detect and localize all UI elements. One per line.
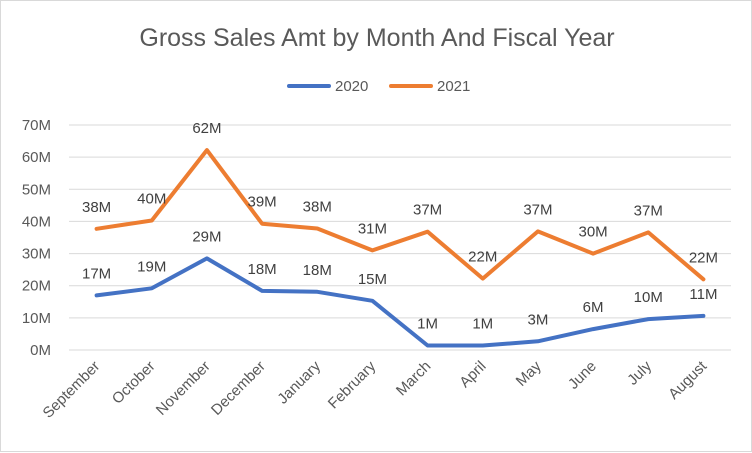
x-tick-label: November: [153, 358, 214, 419]
data-label-2021: 39M: [247, 194, 276, 211]
data-label-2020: 15M: [358, 271, 387, 288]
data-label-2021: 37M: [523, 201, 552, 218]
legend-label-2020: 2020: [335, 78, 368, 95]
data-point-2021: [151, 219, 153, 221]
x-tick-label: December: [208, 358, 269, 419]
data-label-2020: 1M: [472, 316, 493, 333]
data-label-2021: 62M: [192, 120, 221, 137]
data-point-2021: [482, 278, 484, 280]
data-point-2021: [206, 149, 208, 151]
data-point-2020: [151, 287, 153, 289]
x-tick-label: June: [565, 358, 600, 393]
data-label-2021: 38M: [303, 199, 332, 216]
data-point-2020: [537, 340, 539, 342]
data-label-2020: 18M: [247, 261, 276, 278]
x-tick-label: September: [40, 358, 104, 422]
data-label-2021: 30M: [578, 224, 607, 241]
series-lines: [94, 148, 706, 348]
data-label-2020: 17M: [82, 265, 111, 282]
data-point-2021: [371, 249, 373, 251]
data-point-2021: [427, 231, 429, 233]
data-label-2021: 31M: [358, 220, 387, 237]
data-point-2020: [427, 345, 429, 346]
data-point-2020: [371, 300, 373, 302]
y-tick-label: 0M: [30, 342, 51, 359]
data-label-2020: 1M: [417, 316, 438, 333]
y-tick-label: 40M: [22, 213, 51, 230]
data-point-2020: [316, 291, 318, 293]
legend-label-2021: 2021: [437, 78, 470, 95]
y-tick-label: 30M: [22, 246, 51, 263]
data-point-2020: [592, 328, 594, 330]
y-tick-label: 60M: [22, 149, 51, 166]
x-tick-label: August: [665, 357, 711, 403]
data-point-2020: [261, 290, 263, 292]
data-label-2020: 10M: [634, 289, 663, 306]
series-line-2020: [94, 256, 706, 348]
data-point-2021: [592, 253, 594, 255]
data-label-2021: 37M: [634, 202, 663, 219]
x-tick-label: March: [393, 358, 434, 399]
series-line-2021: [94, 148, 706, 282]
data-label-2021: 22M: [689, 249, 718, 266]
data-label-2020: 18M: [303, 262, 332, 279]
y-tick-label: 10M: [22, 310, 51, 327]
data-point-2021: [647, 231, 649, 233]
data-label-2020: 6M: [583, 299, 604, 316]
data-label-2021: 40M: [137, 190, 166, 207]
chart-title: Gross Sales Amt by Month And Fiscal Year: [139, 24, 614, 52]
data-point-2020: [647, 318, 649, 320]
data-point-2020: [482, 345, 484, 346]
data-labels: 17M 19M 29M 18M 18M 15M 1M 1M 3M 6M 10M 11M 38M 40M 62…: [82, 120, 718, 332]
x-tick-label: January: [274, 357, 324, 407]
data-point-2021: [537, 230, 539, 232]
data-label-2021: 38M: [82, 199, 111, 216]
x-tick-label: April: [456, 358, 489, 391]
data-label-2021: 22M: [468, 249, 497, 266]
data-label-2020: 3M: [527, 311, 548, 328]
x-tick-label: October: [109, 358, 159, 408]
y-tick-label: 50M: [22, 181, 51, 198]
x-tick-label: July: [624, 357, 655, 388]
data-point-2021: [96, 228, 98, 230]
y-axis-ticks: 0M 10M 20M 30M 40M 50M 60M 70M: [22, 117, 51, 359]
data-label-2020: 11M: [689, 286, 717, 303]
legend: 2020 2021: [287, 78, 470, 95]
data-point-2020: [96, 294, 98, 296]
data-label-2021: 37M: [413, 202, 442, 219]
data-label-2020: 29M: [192, 228, 221, 245]
data-point-2021: [316, 228, 318, 229]
x-tick-label: February: [325, 357, 380, 412]
y-tick-label: 20M: [22, 278, 51, 295]
x-tick-label: May: [513, 357, 545, 389]
data-point-2021: [702, 278, 704, 280]
gridlines: [69, 124, 731, 351]
y-tick-label: 70M: [22, 117, 51, 134]
data-label-2020: 19M: [137, 258, 166, 275]
data-point-2020: [702, 315, 704, 317]
data-point-2020: [206, 257, 208, 259]
data-point-2021: [261, 223, 263, 225]
